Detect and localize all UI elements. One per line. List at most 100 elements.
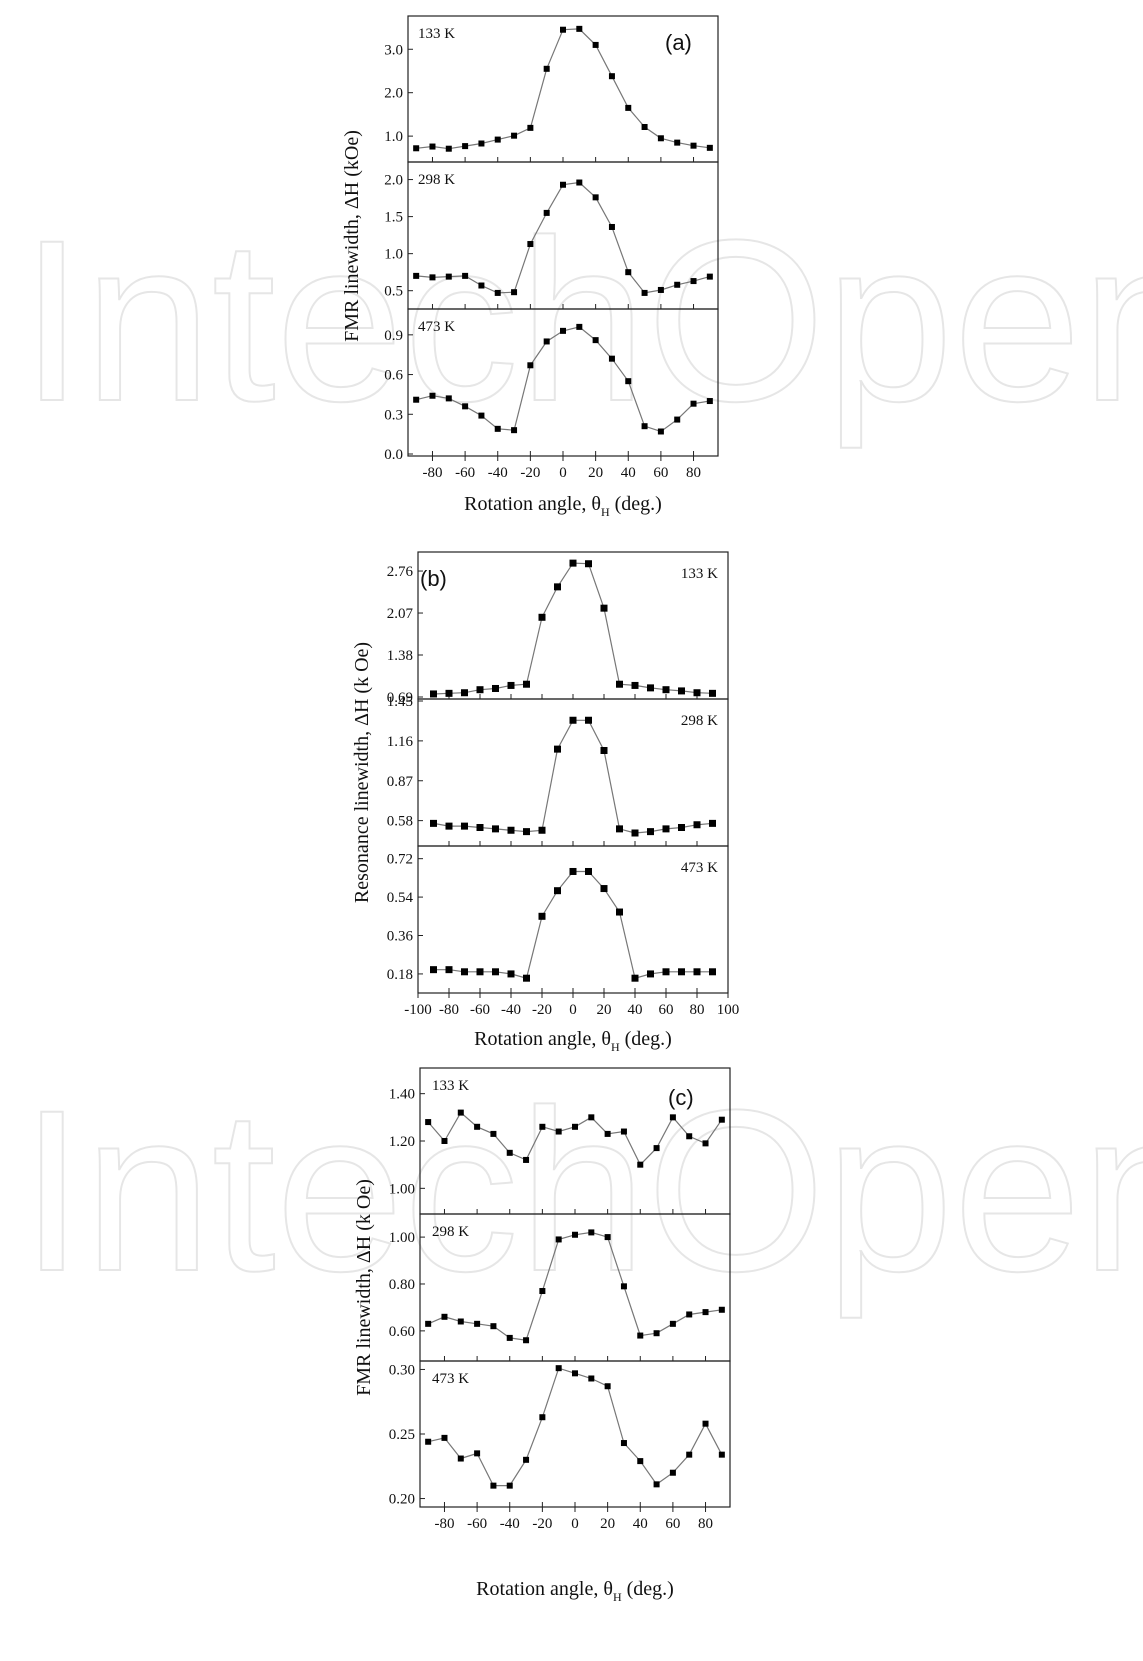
data-point [569, 716, 577, 724]
data-point [600, 604, 608, 612]
data-point [478, 412, 485, 419]
data-point [616, 825, 623, 833]
data-point [572, 1231, 578, 1238]
y-tick-label: 2.07 [387, 606, 414, 622]
watermark-text-top: IntechOpen [20, 192, 1143, 449]
series-line [433, 719, 713, 834]
x-tick-label: 20 [600, 1516, 615, 1532]
data-point [429, 274, 436, 281]
data-point [706, 144, 713, 151]
y-tick-label: 0.87 [387, 774, 414, 790]
subplot-133k: 0.69 1.38 2.07 2.76 133 K [387, 551, 729, 706]
data-point [523, 680, 530, 688]
data-point [653, 1145, 660, 1152]
data-point [678, 968, 685, 976]
data-point [576, 25, 583, 32]
data-point [674, 139, 681, 146]
panel-label: (c) [668, 1085, 694, 1110]
data-point [662, 686, 670, 694]
data-point [569, 867, 577, 875]
data-point [474, 1320, 481, 1327]
data-point [523, 1456, 530, 1463]
series-label: 133 K [432, 1078, 469, 1094]
data-point [527, 362, 534, 369]
data-point [478, 140, 485, 147]
data-point [462, 143, 469, 150]
data-point [429, 392, 436, 399]
data-point [492, 825, 499, 833]
data-point [653, 1481, 660, 1488]
data-point [511, 289, 518, 296]
y-axis-label: FMR linewidth, ΔH (kOe) [341, 130, 363, 342]
y-tick-label: 0.25 [389, 1427, 415, 1443]
data-point [608, 223, 615, 230]
plot-layer: 1.0 2.0 3.0 133 K 0.5 1.0 1.5 2.0 298 K 0.0 0.3 0.6… [341, 15, 740, 1604]
x-tick-label: -40 [488, 465, 508, 481]
data-point [569, 559, 577, 567]
series-label: 473 K [418, 319, 455, 335]
data-point [686, 1451, 693, 1458]
data-point [490, 1130, 497, 1137]
data-point [588, 1114, 595, 1121]
data-point [641, 289, 648, 296]
x-tick-label: 40 [628, 1002, 643, 1018]
y-tick-label: 1.38 [387, 648, 413, 664]
y-tick-label: 0.54 [387, 890, 414, 906]
y-tick-label: 0.18 [387, 967, 413, 983]
series-label: 133 K [681, 566, 718, 582]
data-point [631, 681, 639, 689]
data-point [430, 819, 437, 827]
subplot-298k: 0.60 0.80 1.00 298 K [389, 1213, 731, 1362]
data-point [592, 41, 599, 48]
y-tick-label: 0.5 [384, 284, 403, 300]
data-point [555, 1365, 562, 1372]
x-tick-label: -20 [520, 465, 540, 481]
y-tick-label: 2.0 [384, 86, 403, 102]
y-axis-label: Resonance linewidth, ΔH (k Oe) [351, 642, 373, 903]
data-point [576, 179, 583, 186]
data-point [554, 745, 561, 753]
data-point [625, 104, 632, 111]
data-point [554, 583, 561, 591]
x-axis-label: Rotation angle, θH (deg.) [464, 493, 662, 519]
data-point [494, 136, 501, 143]
y-tick-label: 0.69 [387, 690, 413, 706]
data-point [702, 1420, 709, 1427]
y-tick-label: 0.9 [384, 328, 403, 344]
data-point [686, 1311, 693, 1318]
data-point [572, 1370, 578, 1377]
data-point [441, 1138, 448, 1144]
y-tick-label: 0.72 [387, 852, 413, 868]
panel-label: (b) [420, 566, 447, 591]
data-point [539, 1414, 546, 1421]
data-point [690, 278, 697, 285]
data-point [539, 1288, 546, 1295]
data-point [457, 1109, 464, 1116]
y-tick-label: 0.30 [389, 1362, 415, 1378]
data-point [413, 145, 420, 152]
data-point [592, 337, 599, 344]
data-point [413, 396, 420, 403]
data-point [506, 1334, 513, 1341]
y-tick-label: 1.20 [389, 1134, 415, 1150]
data-point [657, 135, 664, 142]
data-point [507, 681, 515, 689]
data-point [476, 968, 484, 976]
x-tick-label: 0 [569, 1002, 577, 1018]
data-point [669, 1320, 676, 1327]
data-point [511, 427, 518, 434]
y-tick-label: 2.76 [387, 564, 414, 580]
data-point [718, 1116, 725, 1123]
data-point [572, 1123, 578, 1130]
x-tick-label: 60 [653, 465, 668, 481]
y-tick-label: 0.58 [387, 814, 413, 830]
data-point [474, 1123, 481, 1130]
y-tick-label: 1.16 [387, 734, 414, 750]
data-point [709, 689, 716, 697]
data-point [662, 968, 670, 976]
subplot-298k: 0.58 0.87 1.16 1.45 298 K [387, 694, 729, 847]
data-point [461, 689, 468, 697]
x-tick-label: 100 [717, 1002, 740, 1018]
